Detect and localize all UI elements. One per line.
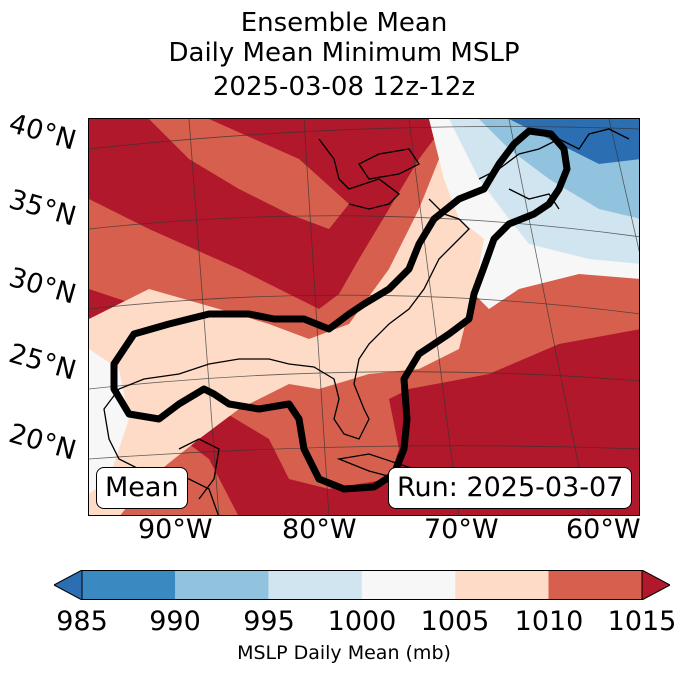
colorbar-seg-990-995 xyxy=(175,570,269,600)
lon-label-90: 90°W xyxy=(138,514,213,545)
map-svg xyxy=(89,119,639,515)
colorbar-label: MSLP Daily Mean (mb) xyxy=(237,642,451,664)
colorbar-tick-1000: 1000 xyxy=(327,606,397,637)
colorbar-arrow-low xyxy=(54,570,83,600)
colorbar-tick-990: 990 xyxy=(149,606,201,637)
fill-band-1000-1005-gulf xyxy=(89,349,129,494)
lat-label-20: 20°N xyxy=(5,418,80,467)
title-line-2: Daily Mean Minimum MSLP xyxy=(168,38,520,68)
fill-band-1010-1015-north xyxy=(149,119,349,229)
graticule xyxy=(89,119,639,515)
lat-label-35: 35°N xyxy=(5,184,80,233)
title-line-3: 2025-03-08 12z-12z xyxy=(212,72,476,102)
mean-badge: Mean xyxy=(96,467,188,509)
lat-label-30: 30°N xyxy=(5,262,80,311)
colorbar-tick-1010: 1010 xyxy=(514,606,584,637)
pressure-contour xyxy=(110,127,571,493)
great-lakes xyxy=(318,138,420,210)
colorbar-seg-1000-1005 xyxy=(361,570,456,600)
lon-label-80: 80°W xyxy=(282,514,357,545)
lat-label-40: 40°N xyxy=(5,108,80,157)
run-date-badge: Run: 2025-03-07 xyxy=(388,467,633,509)
colorbar-arrow-high xyxy=(641,570,670,600)
map-panel xyxy=(88,118,640,516)
colorbar xyxy=(54,570,670,600)
colorbar-seg-995-1000 xyxy=(268,570,362,600)
title-line-1: Ensemble Mean xyxy=(240,8,448,38)
colorbar-tick-985: 985 xyxy=(56,606,108,637)
us-east-coast xyxy=(103,198,470,515)
colorbar-seg-985-990 xyxy=(82,570,176,600)
yucatan xyxy=(178,438,220,500)
coastlines xyxy=(103,128,630,515)
colorbar-tick-1005: 1005 xyxy=(420,606,490,637)
lat-label-25: 25°N xyxy=(5,338,80,387)
lon-label-70: 70°W xyxy=(424,514,499,545)
lon-label-60: 60°W xyxy=(566,514,641,545)
colorbar-frame xyxy=(81,570,643,600)
colorbar-tick-995: 995 xyxy=(243,606,295,637)
colorbar-tick-1015: 1015 xyxy=(607,606,677,637)
colorbar-seg-1005-1010 xyxy=(455,570,549,600)
colorbar-seg-1010-1015 xyxy=(548,570,642,600)
